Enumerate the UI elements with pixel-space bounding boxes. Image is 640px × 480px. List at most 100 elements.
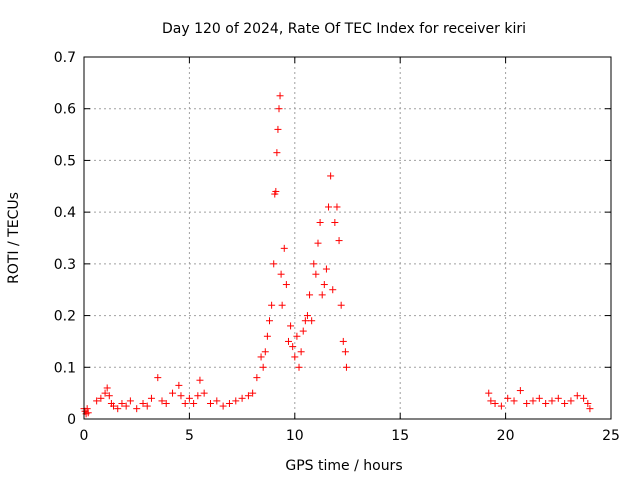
data-point xyxy=(259,363,267,371)
data-point xyxy=(523,399,531,407)
data-point xyxy=(257,353,265,361)
y-tick-label: 0.3 xyxy=(54,257,76,273)
data-point xyxy=(310,260,318,268)
data-point xyxy=(316,218,324,226)
data-point xyxy=(268,301,276,309)
data-point xyxy=(297,348,305,356)
x-tick-label: 0 xyxy=(80,428,89,444)
data-point xyxy=(504,394,512,402)
data-point xyxy=(291,353,299,361)
data-point xyxy=(114,405,122,413)
data-point xyxy=(342,363,350,371)
y-tick-label: 0 xyxy=(67,412,76,428)
data-point xyxy=(101,389,109,397)
data-point xyxy=(249,389,257,397)
data-point xyxy=(293,332,301,340)
data-point xyxy=(261,348,269,356)
data-point xyxy=(225,399,233,407)
y-tick-label: 0.2 xyxy=(54,309,76,325)
data-point xyxy=(295,363,303,371)
data-point xyxy=(322,265,330,273)
data-point xyxy=(289,343,297,351)
plot-frame xyxy=(83,56,612,420)
data-point xyxy=(181,399,189,407)
data-point xyxy=(299,327,307,335)
data-point xyxy=(219,402,227,410)
data-point xyxy=(284,337,292,345)
data-point xyxy=(84,409,92,417)
data-point xyxy=(169,389,177,397)
data-point xyxy=(206,399,214,407)
data-point xyxy=(282,281,290,289)
grid-layer xyxy=(84,57,611,419)
data-point xyxy=(238,394,246,402)
data-point xyxy=(278,301,286,309)
data-point xyxy=(561,399,569,407)
data-point xyxy=(277,270,285,278)
data-point xyxy=(548,397,556,405)
data-point xyxy=(275,105,283,113)
data-point xyxy=(274,125,282,133)
data-point xyxy=(103,384,111,392)
data-point xyxy=(554,394,562,402)
data-point xyxy=(335,237,343,245)
data-point xyxy=(567,397,575,405)
data-point xyxy=(253,374,261,382)
data-point xyxy=(175,381,183,389)
data-point xyxy=(529,397,537,405)
data-point xyxy=(190,399,198,407)
data-point xyxy=(126,397,134,405)
data-point xyxy=(542,399,550,407)
data-point xyxy=(93,397,101,405)
data-point xyxy=(573,392,581,400)
data-point xyxy=(584,399,592,407)
data-point xyxy=(329,286,337,294)
data-point xyxy=(487,397,495,405)
data-point xyxy=(586,405,594,413)
data-point xyxy=(110,402,118,410)
data-point xyxy=(301,317,309,325)
chart-title: Day 120 of 2024, Rate Of TEC Index for r… xyxy=(162,21,526,37)
data-point xyxy=(177,392,185,400)
x-tick-label: 10 xyxy=(286,428,304,444)
data-points xyxy=(80,92,594,418)
data-point xyxy=(510,397,518,405)
data-point xyxy=(485,389,493,397)
data-point xyxy=(497,402,505,410)
data-point xyxy=(122,402,130,410)
data-point xyxy=(200,389,208,397)
data-point xyxy=(158,397,166,405)
data-point xyxy=(491,399,499,407)
data-point xyxy=(308,317,316,325)
data-point xyxy=(280,244,288,252)
data-point xyxy=(185,394,193,402)
data-point xyxy=(143,402,151,410)
data-point xyxy=(516,387,524,395)
data-point xyxy=(272,187,280,195)
data-point xyxy=(580,394,588,402)
y-tick-label: 0.4 xyxy=(54,205,76,221)
data-point xyxy=(320,281,328,289)
data-point xyxy=(339,337,347,345)
y-axis-label: ROTI / TECUs xyxy=(6,192,22,284)
x-tick-label: 5 xyxy=(185,428,194,444)
y-tick-label: 0.5 xyxy=(54,153,76,169)
data-point xyxy=(263,332,271,340)
y-tick-label: 0.1 xyxy=(54,360,76,376)
data-point xyxy=(83,405,91,413)
data-point xyxy=(97,394,105,402)
data-point xyxy=(276,92,284,100)
y-tick-label: 0.7 xyxy=(54,50,76,66)
data-point xyxy=(325,203,333,211)
y-tick-label: 0.6 xyxy=(54,102,76,118)
data-point xyxy=(154,374,162,382)
data-point xyxy=(337,301,345,309)
data-point xyxy=(232,397,240,405)
data-point xyxy=(194,392,202,400)
data-point xyxy=(196,376,204,384)
data-point xyxy=(287,322,295,330)
x-tick-label: 25 xyxy=(602,428,620,444)
data-point xyxy=(118,399,126,407)
data-point xyxy=(312,270,320,278)
